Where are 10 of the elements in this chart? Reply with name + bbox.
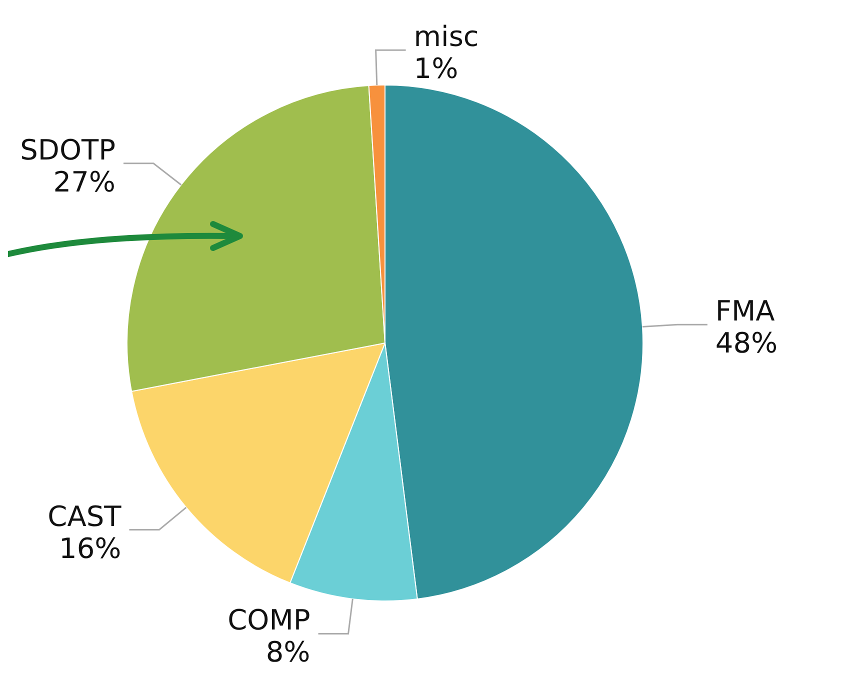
slice-label: COMP [228,604,310,637]
data-label: 27% [53,165,116,198]
slice-label: SDOTP [20,133,116,166]
data-label: 8% [266,636,310,669]
data-label: 48% [715,326,778,360]
data-label: 16% [59,532,122,565]
slice-label: misc [414,20,479,54]
data-label: 1% [414,52,458,86]
slice-label: FMA [715,294,775,328]
slice-label: CAST [48,500,122,533]
